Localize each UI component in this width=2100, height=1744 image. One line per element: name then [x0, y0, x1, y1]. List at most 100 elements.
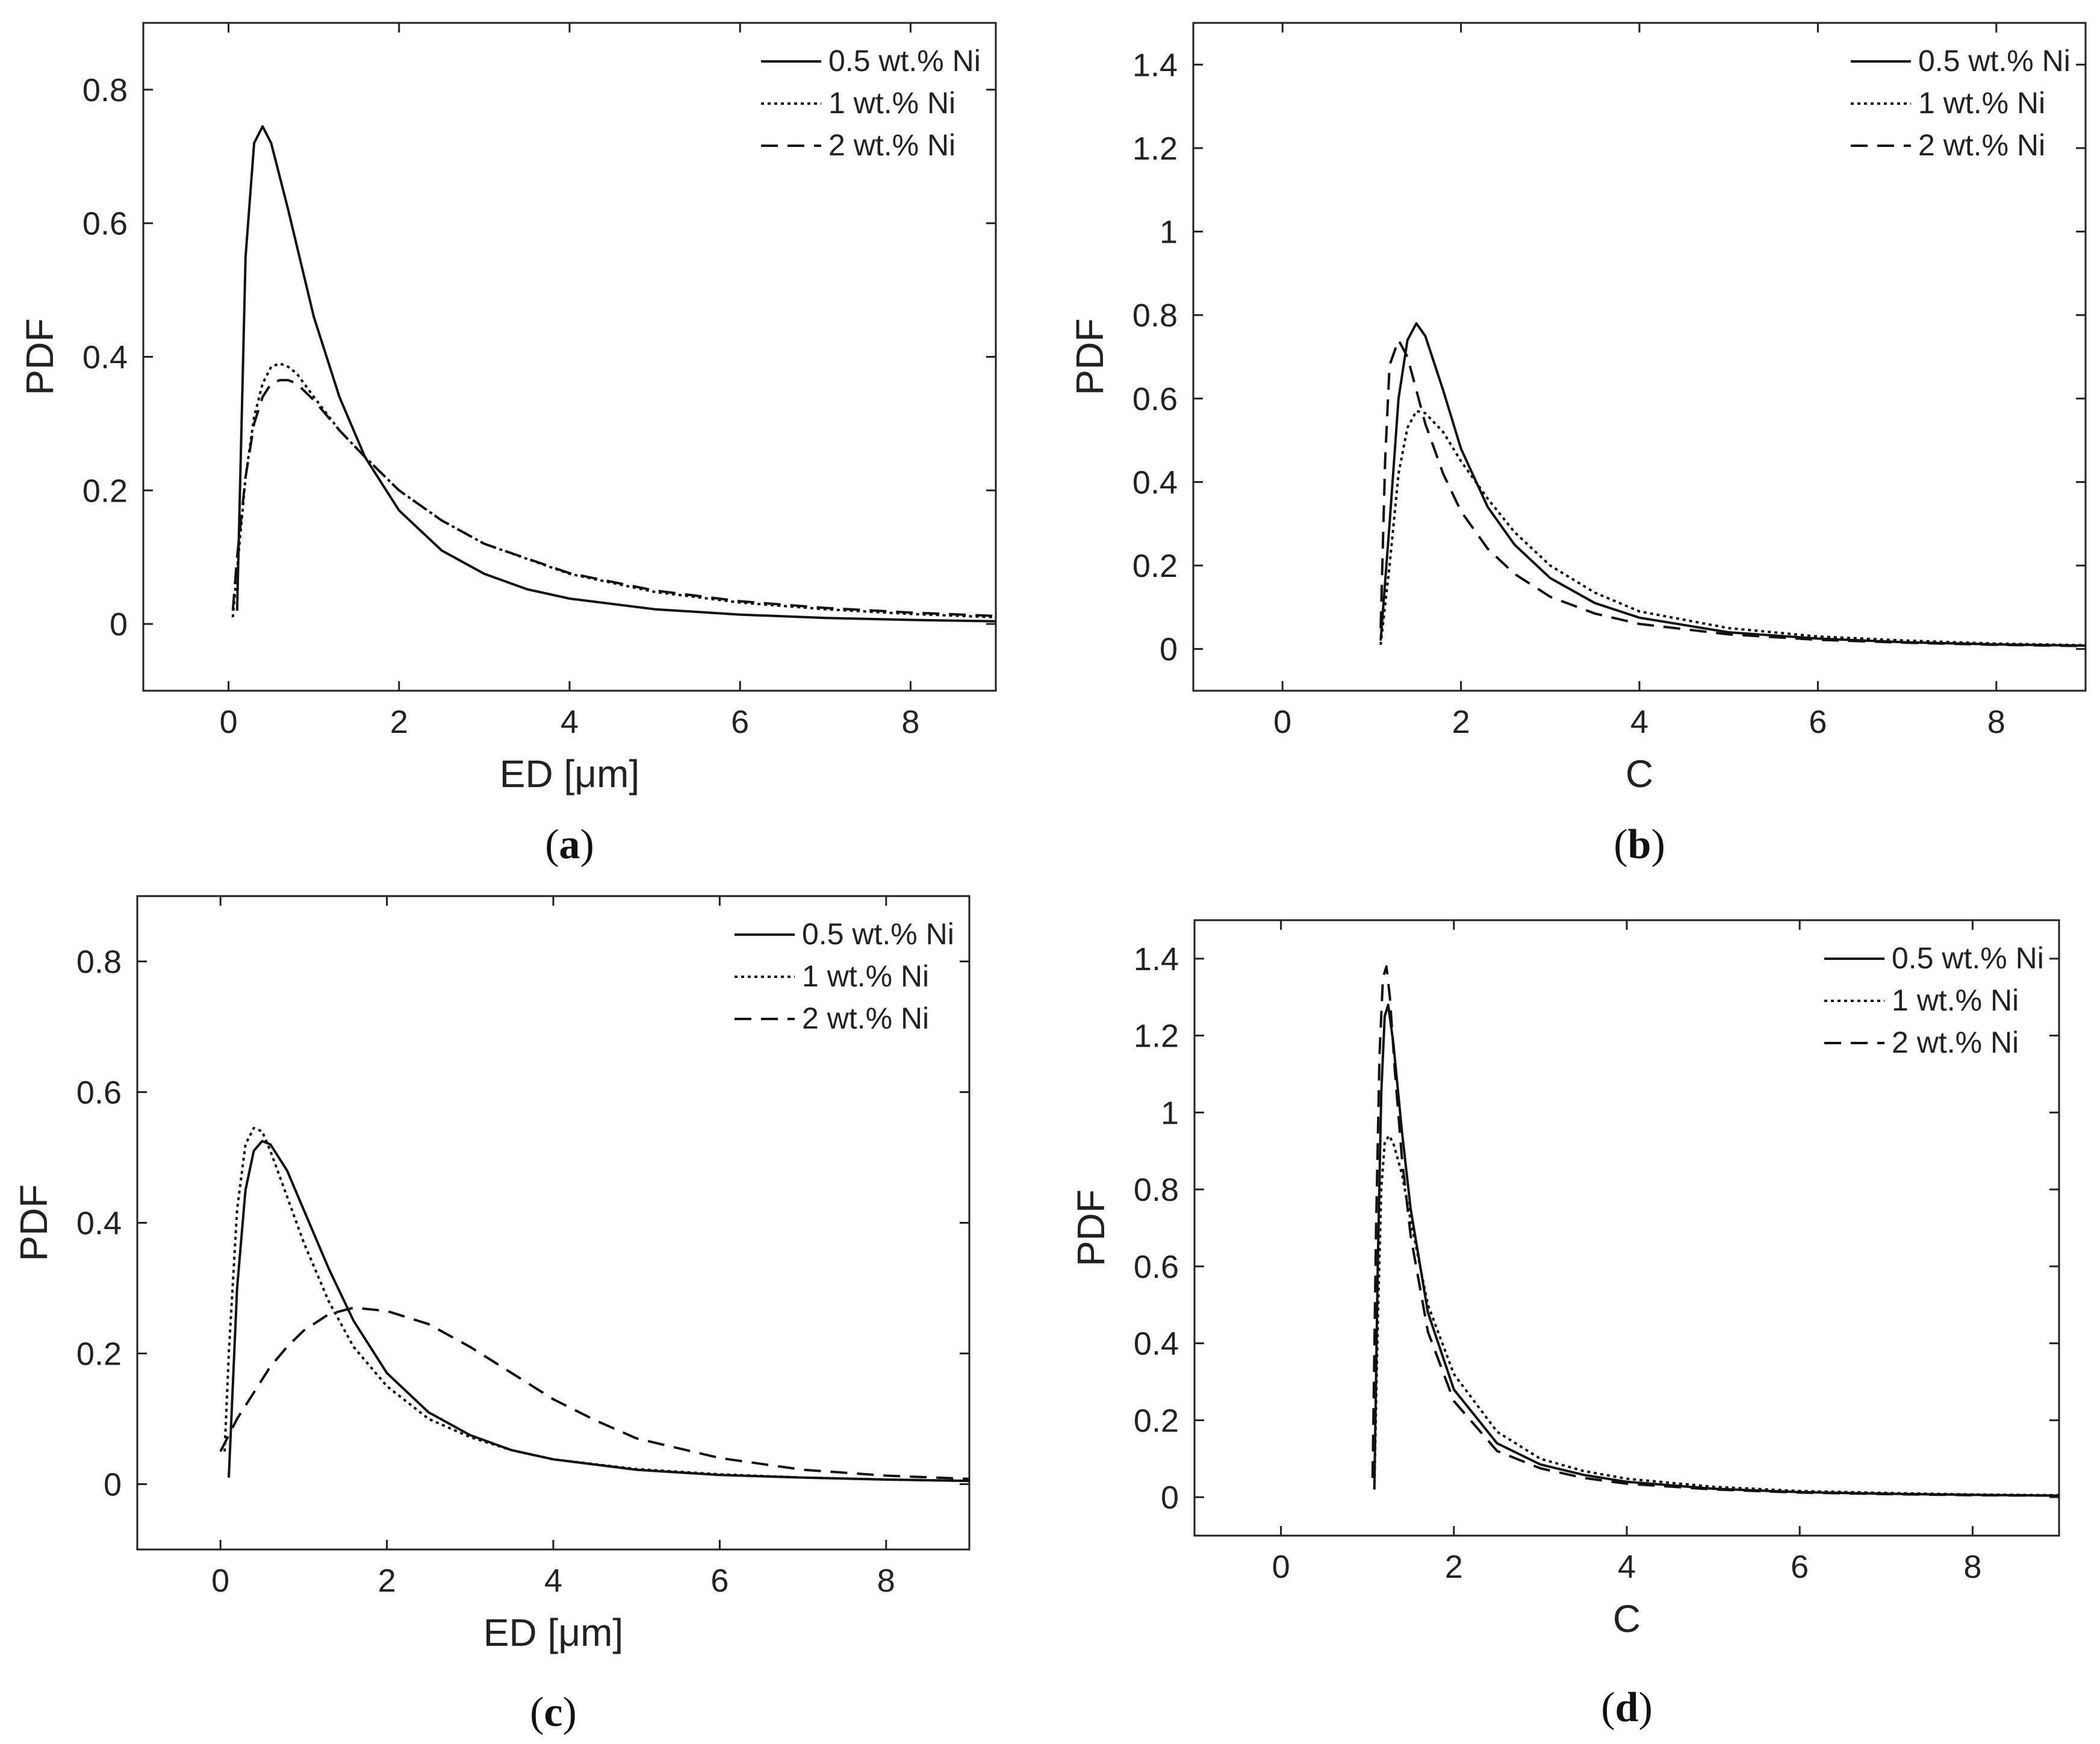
panel-caption: (b): [1614, 821, 1665, 868]
caption-letter: c: [544, 1689, 562, 1736]
legend-label-1: 0.5 wt.% Ni: [828, 44, 981, 78]
caption-close-paren: ): [1638, 1684, 1652, 1731]
y-tick-label: 0.6: [76, 1075, 122, 1111]
panel-c: 0 2 4 6 8 0 0.2 0.4 0.6 0.8 ED [μm] PDF 0.5 wt.% Ni 1…: [0, 872, 1050, 1744]
legend-label-2: 1 wt.% Ni: [1918, 86, 2045, 120]
x-axis-label: C: [1613, 1597, 1641, 1640]
caption-letter: b: [1628, 821, 1651, 868]
x-tick-label: 2: [1452, 704, 1470, 740]
x-tick-label: 8: [901, 704, 919, 740]
legend-label-3: 2 wt.% Ni: [1918, 128, 2045, 162]
x-tick-label: 4: [561, 704, 579, 740]
y-tick-label: 1: [1160, 214, 1178, 251]
series-line-3: [1371, 965, 2059, 1497]
y-tick-label: 0: [110, 606, 128, 643]
y-tick-label: 0.2: [82, 473, 128, 509]
x-tick-label: 8: [877, 1563, 895, 1599]
series-line-1: [228, 1139, 969, 1483]
series-line-3: [219, 1306, 969, 1480]
plot-frame: [1192, 22, 2087, 692]
y-tick-label: 0.8: [1132, 297, 1178, 334]
legend-label-1: 0.5 wt.% Ni: [1918, 44, 2070, 78]
panel-d: 0 2 4 6 8 0 0.2 0.4 0.6 0.8 1 1.2 1.4 C PDF 0.5 wt.% Ni…: [1050, 872, 2100, 1744]
y-tick-label: 0.2: [76, 1336, 122, 1372]
y-axis-label: PDF: [1068, 319, 1111, 396]
panel-b: 0 2 4 6 8 0 0.2 0.4 0.6 0.8 1 1.2 1.4 C PDF 0.5 wt.% Ni…: [1050, 0, 2100, 872]
x-tick-label: 2: [390, 704, 408, 740]
caption-open-paren: (: [530, 1689, 544, 1736]
y-tick-label: 1.2: [1134, 1018, 1179, 1054]
series-line-2: [1373, 1134, 2059, 1496]
series-line-2: [231, 362, 996, 618]
x-tick-label: 0: [211, 1563, 229, 1599]
legend-label-3: 2 wt.% Ni: [802, 1001, 929, 1035]
y-tick-label: 1.4: [1134, 941, 1179, 977]
y-tick-label: 0.8: [1134, 1172, 1179, 1208]
legend-label-3: 2 wt.% Ni: [1892, 1026, 2019, 1059]
plot-frame: [142, 22, 997, 692]
series-line-3: [231, 379, 996, 617]
y-tick-label: 0.4: [1132, 464, 1178, 500]
y-tick-label: 0.4: [1134, 1326, 1179, 1362]
x-tick-label: 6: [710, 1563, 728, 1599]
caption-letter: a: [559, 821, 580, 868]
caption-close-paren: ): [580, 821, 594, 868]
series-line-2: [223, 1127, 969, 1483]
y-tick-label: 0.6: [82, 206, 128, 242]
y-tick-label: 0.8: [82, 72, 128, 108]
y-axis-label: PDF: [12, 1185, 55, 1262]
chart-d: 0 2 4 6 8 0 0.2 0.4 0.6 0.8 1 1.2 1.4 C PDF 0.5 wt.% Ni…: [1069, 919, 2060, 1731]
chart-c: 0 2 4 6 8 0 0.2 0.4 0.6 0.8 ED [μm] PDF 0.5 wt.% Ni 1…: [12, 895, 971, 1736]
y-tick-label: 0.4: [82, 340, 128, 376]
x-axis-label: C: [1626, 752, 1653, 796]
y-tick-label: 0: [1160, 632, 1178, 668]
y-tick-label: 0.6: [1132, 381, 1178, 417]
chart-b: 0 2 4 6 8 0 0.2 0.4 0.6 0.8 1 1.2 1.4 C PDF 0.5 wt.% Ni…: [1068, 22, 2087, 868]
y-tick-label: 0: [104, 1467, 122, 1503]
caption-letter: d: [1615, 1684, 1639, 1731]
y-tick-label: 0.2: [1134, 1403, 1179, 1439]
panel-caption: (c): [530, 1689, 577, 1736]
y-tick-label: 0.4: [76, 1206, 122, 1242]
y-tick-label: 1.4: [1132, 47, 1178, 83]
legend-label-1: 0.5 wt.% Ni: [802, 917, 954, 951]
panel-caption: (a): [545, 821, 594, 868]
x-tick-label: 4: [1618, 1549, 1636, 1585]
y-tick-label: 0.6: [1134, 1249, 1179, 1285]
plot-frame: [136, 895, 971, 1551]
y-axis-label: PDF: [18, 319, 61, 396]
series-line-1: [1373, 1003, 2059, 1497]
x-tick-label: 2: [378, 1563, 396, 1599]
legend-label-3: 2 wt.% Ni: [828, 128, 955, 162]
legend-label-2: 1 wt.% Ni: [1892, 983, 2019, 1017]
x-tick-label: 6: [1791, 1549, 1809, 1585]
series-line-1: [1379, 322, 2086, 647]
series-line-2: [1379, 410, 2086, 647]
x-tick-label: 8: [1963, 1549, 1981, 1585]
x-tick-label: 6: [731, 704, 749, 740]
caption-open-paren: (: [1614, 821, 1627, 868]
caption-open-paren: (: [545, 821, 559, 868]
x-tick-label: 4: [544, 1563, 562, 1599]
x-tick-label: 8: [1987, 704, 2005, 740]
x-tick-label: 0: [1272, 1549, 1290, 1585]
series-line-3: [1379, 338, 2086, 647]
chart-a: 0 2 4 6 8 0 0.2 0.4 0.6 0.8 ED [μm] PDF 0.5 wt.% Ni 1…: [18, 22, 997, 868]
y-tick-label: 1: [1161, 1095, 1179, 1131]
x-tick-label: 0: [1273, 704, 1291, 740]
legend-label-2: 1 wt.% Ni: [802, 959, 929, 993]
y-tick-label: 1.2: [1132, 131, 1178, 167]
y-tick-label: 0.2: [1132, 548, 1178, 584]
x-tick-label: 6: [1809, 704, 1827, 740]
x-tick-label: 4: [1630, 704, 1648, 740]
x-axis-label: ED [μm]: [483, 1611, 623, 1654]
series-line-1: [235, 125, 996, 623]
x-tick-label: 2: [1445, 1549, 1463, 1585]
y-axis-label: PDF: [1069, 1189, 1113, 1266]
y-tick-label: 0.8: [76, 944, 122, 980]
caption-close-paren: ): [563, 1689, 577, 1736]
x-tick-label: 0: [220, 704, 238, 740]
caption-close-paren: ): [1651, 821, 1665, 868]
x-axis-label: ED [μm]: [500, 752, 639, 796]
legend-label-2: 1 wt.% Ni: [828, 86, 955, 120]
